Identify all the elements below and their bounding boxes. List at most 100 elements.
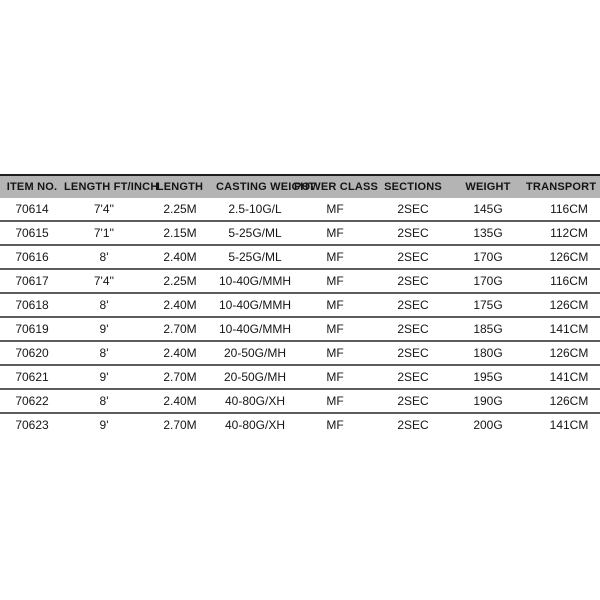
table-cell: 40-80G/XH <box>224 394 286 408</box>
table-cell: 2.25M <box>163 274 197 288</box>
table-cell: 2.40M <box>163 250 197 264</box>
table-row: 70621 9' 2.70M 20-50G/MH MF 2SEC 195G 141CM <box>0 365 600 389</box>
table-cell: 116CM <box>550 274 588 288</box>
table-cell: 2.40M <box>163 298 197 312</box>
table-cell: 10-40G/MMH <box>218 274 292 288</box>
table-cell: 175G <box>473 298 503 312</box>
table-cell: MF <box>326 394 344 408</box>
table-cell: 135G <box>473 226 503 240</box>
table-cell: MF <box>326 298 344 312</box>
column-header: WEIGHT <box>450 175 526 198</box>
table-cell: 185G <box>473 322 503 336</box>
column-header: LENGTH FT/INCH <box>64 175 158 198</box>
table-cell: 2.40M <box>163 346 197 360</box>
table-cell: 200G <box>473 418 503 432</box>
table-row: 70618 8' 2.40M 10-40G/MMH MF 2SEC 175G 126CM <box>0 293 600 317</box>
table-cell: 9' <box>99 322 109 336</box>
table-row: 70614 7'4'' 2.25M 2.5-10G/L MF 2SEC 145G 116CM <box>0 198 600 221</box>
table-cell: 2SEC <box>397 346 429 360</box>
table-cell: 7'4'' <box>93 202 115 216</box>
table-cell: 116CM <box>550 202 588 216</box>
column-header: CASTING WEIGHT <box>216 175 315 198</box>
table-cell: 2SEC <box>397 226 429 240</box>
table-cell: 2SEC <box>397 418 429 432</box>
table-cell: 141CM <box>549 370 589 384</box>
table-cell: 7'1'' <box>93 226 115 240</box>
table-cell: 8' <box>99 250 109 264</box>
table-header: ITEM NO. LENGTH FT/INCH LENGTH CASTING WEIG… <box>0 175 600 198</box>
table-cell: MF <box>326 322 344 336</box>
table-cell: 2.70M <box>163 370 197 384</box>
column-header: LENGTH <box>144 175 216 198</box>
table-cell: 2.70M <box>163 418 197 432</box>
table-cell: 195G <box>473 370 503 384</box>
table-cell: 70619 <box>15 322 49 336</box>
table-cell: 190G <box>473 394 503 408</box>
table-row: 70620 8' 2.40M 20-50G/MH MF 2SEC 180G 126CM <box>0 341 600 365</box>
column-header: POWER CLASS <box>294 175 378 198</box>
table-cell: 2SEC <box>397 202 429 216</box>
table-cell: 2SEC <box>397 274 429 288</box>
table-cell: 2SEC <box>397 298 429 312</box>
table-cell: MF <box>326 202 344 216</box>
table-cell: 8' <box>99 394 109 408</box>
table-cell: 5-25G/ML <box>228 250 282 264</box>
table-cell: 40-80G/XH <box>224 418 286 432</box>
table-cell: 8' <box>99 298 109 312</box>
table-cell: 70616 <box>15 250 49 264</box>
table-cell: 180G <box>473 346 503 360</box>
table-cell: 70623 <box>15 418 49 432</box>
table-cell: 2.70M <box>163 322 197 336</box>
column-header: ITEM NO. <box>0 175 64 198</box>
table-cell: 141CM <box>549 322 589 336</box>
table-cell: 5-25G/ML <box>228 226 282 240</box>
table-cell: 2SEC <box>397 250 429 264</box>
table-row: 70623 9' 2.70M 40-80G/XH MF 2SEC 200G 141CM <box>0 413 600 436</box>
table-cell: 141CM <box>549 418 589 432</box>
table-cell: 70614 <box>15 202 49 216</box>
table-row: 70617 7'4'' 2.25M 10-40G/MMH MF 2SEC 170G 116CM <box>0 269 600 293</box>
table-cell: MF <box>326 250 344 264</box>
table-cell: 70620 <box>15 346 49 360</box>
table-cell: 10-40G/MMH <box>218 322 292 336</box>
table-cell: MF <box>326 274 344 288</box>
table-cell: 70622 <box>15 394 49 408</box>
table-cell: 170G <box>473 274 503 288</box>
table-body: 70614 7'4'' 2.25M 2.5-10G/L MF 2SEC 145G 116CM 7… <box>0 198 600 436</box>
table-cell: 20-50G/MH <box>223 346 287 360</box>
product-spec-table: ITEM NO. LENGTH FT/INCH LENGTH CASTING WEIG… <box>0 174 600 436</box>
table-cell: MF <box>326 418 344 432</box>
table-cell: 2SEC <box>397 394 429 408</box>
table-cell: 8' <box>99 346 109 360</box>
table-cell: MF <box>326 346 344 360</box>
table-row: 70615 7'1'' 2.15M 5-25G/ML MF 2SEC 135G 112CM <box>0 221 600 245</box>
table-cell: 2.5-10G/L <box>228 202 282 216</box>
column-header: SECTIONS <box>376 175 450 198</box>
table-cell: 126CM <box>549 298 589 312</box>
table-cell: 126CM <box>549 250 589 264</box>
table-header-row: ITEM NO. LENGTH FT/INCH LENGTH CASTING WEIG… <box>0 175 600 198</box>
table-cell: 2.40M <box>163 394 197 408</box>
table-cell: 112CM <box>550 226 588 240</box>
table-cell: 70615 <box>15 226 49 240</box>
table-row: 70622 8' 2.40M 40-80G/XH MF 2SEC 190G 126CM <box>0 389 600 413</box>
table-cell: 70618 <box>15 298 49 312</box>
table-cell: 70621 <box>15 370 49 384</box>
table-cell: 126CM <box>549 394 589 408</box>
table-cell: MF <box>326 370 344 384</box>
table-cell: 10-40G/MMH <box>218 298 292 312</box>
table-cell: 2.15M <box>163 226 197 240</box>
column-header: TRANSPORT LENGTH <box>526 175 600 198</box>
table-cell: 20-50G/MH <box>223 370 287 384</box>
table-cell: MF <box>326 226 344 240</box>
table-cell: 170G <box>473 250 503 264</box>
table-row: 70619 9' 2.70M 10-40G/MMH MF 2SEC 185G 141CM <box>0 317 600 341</box>
table-cell: 126CM <box>549 346 589 360</box>
table-cell: 70617 <box>15 274 49 288</box>
table-cell: 7'4'' <box>93 274 115 288</box>
table-cell: 2.25M <box>163 202 197 216</box>
table-cell: 145G <box>473 202 503 216</box>
table-row: 70616 8' 2.40M 5-25G/ML MF 2SEC 170G 126CM <box>0 245 600 269</box>
spec-table-viewport: ITEM NO. LENGTH FT/INCH LENGTH CASTING WEIG… <box>0 174 600 436</box>
table-cell: 2SEC <box>397 370 429 384</box>
